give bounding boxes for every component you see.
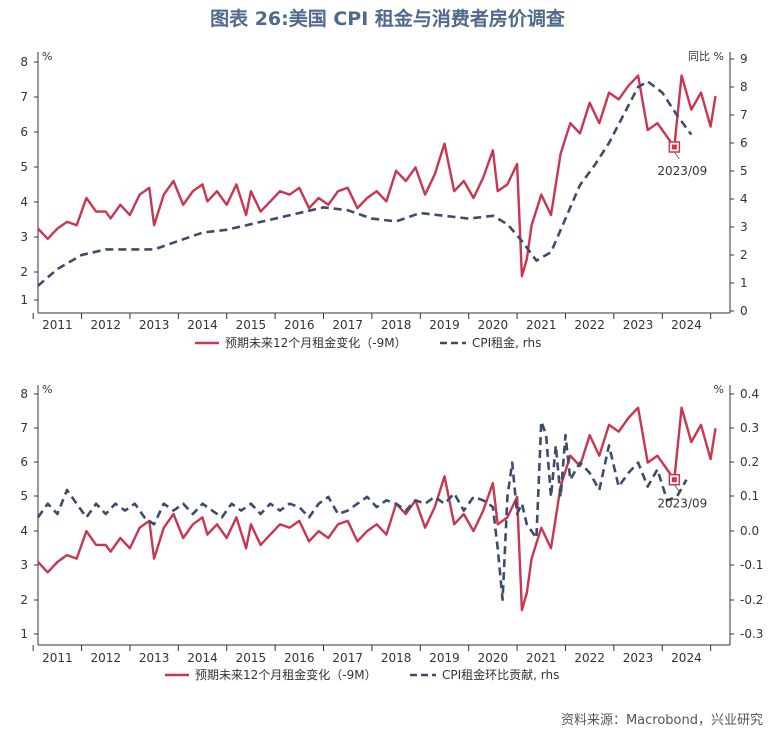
figure-title: 图表 26:美国 CPI 租金与消费者房价调查 xyxy=(210,8,565,30)
right-tick-label: -0.2 xyxy=(740,593,763,607)
source-note: 资料来源：Macrobond，兴业研究 xyxy=(560,713,763,728)
left-tick-label: 6 xyxy=(20,125,28,139)
x-tick-label: 2021 xyxy=(526,318,557,332)
x-tick-label: 2015 xyxy=(236,318,267,332)
x-tick-label: 2012 xyxy=(90,651,121,665)
right-tick-label: 9 xyxy=(740,52,748,66)
left-tick-label: 8 xyxy=(20,387,28,401)
left-tick-label: 6 xyxy=(20,455,28,469)
right-tick-label: 5 xyxy=(740,164,748,178)
left-tick-label: 3 xyxy=(20,558,28,572)
x-tick-label: 2022 xyxy=(574,651,605,665)
x-tick-label: 2019 xyxy=(429,318,460,332)
right-tick-label: 0.0 xyxy=(740,524,759,538)
left-tick-label: 2 xyxy=(20,265,28,279)
right-tick-label: 0.3 xyxy=(740,421,759,435)
x-tick-label: 2014 xyxy=(187,651,218,665)
annotation-label: 2023/09 xyxy=(657,164,707,178)
series-line-cpi xyxy=(36,420,688,602)
left-tick-label: 4 xyxy=(20,195,28,209)
x-tick-label: 2022 xyxy=(574,318,605,332)
x-tick-label: 2017 xyxy=(332,318,363,332)
right-tick-label: -0.1 xyxy=(740,558,763,572)
left-tick-label: 5 xyxy=(20,160,28,174)
right-axis-unit: 同比 % xyxy=(688,50,724,63)
series-line-expected-rent xyxy=(37,74,717,278)
x-tick-label: 2020 xyxy=(478,651,509,665)
right-tick-label: 8 xyxy=(740,80,748,94)
x-tick-label: 2012 xyxy=(90,318,121,332)
right-tick-label: 7 xyxy=(740,108,748,122)
x-tick-label: 2013 xyxy=(139,318,170,332)
x-tick-label: 2021 xyxy=(526,651,557,665)
legend-label-cpi: CPI租金环比贡献, rhs xyxy=(442,667,559,682)
legend-label-expected-rent: 预期未来12个月租金变化（-9M） xyxy=(225,335,407,350)
right-tick-label: 0 xyxy=(740,304,748,318)
annotation-leader xyxy=(673,151,680,160)
left-axis-unit: % xyxy=(42,50,52,63)
x-tick-label: 2018 xyxy=(381,318,412,332)
x-tick-label: 2016 xyxy=(284,651,315,665)
left-tick-label: 1 xyxy=(20,293,28,307)
left-tick-label: 7 xyxy=(20,421,28,435)
x-tick-label: 2023 xyxy=(623,318,654,332)
series-line-cpi xyxy=(37,80,693,287)
annotation-marker-dot xyxy=(671,144,677,150)
left-tick-label: 3 xyxy=(20,230,28,244)
right-tick-label: 0.2 xyxy=(740,455,759,469)
right-tick-label: 6 xyxy=(740,136,748,150)
chart-panel-1 xyxy=(32,52,734,319)
chart-panel-2 xyxy=(32,385,734,651)
legend-label-cpi: CPI租金, rhs xyxy=(472,335,541,350)
left-tick-label: 7 xyxy=(20,90,28,104)
x-tick-label: 2014 xyxy=(187,318,218,332)
x-tick-label: 2013 xyxy=(139,651,170,665)
right-tick-label: -0.3 xyxy=(740,627,763,641)
left-tick-label: 5 xyxy=(20,489,28,503)
x-tick-label: 2018 xyxy=(381,651,412,665)
x-tick-label: 2019 xyxy=(429,651,460,665)
x-tick-label: 2024 xyxy=(671,651,702,665)
x-tick-label: 2016 xyxy=(284,318,315,332)
x-tick-label: 2011 xyxy=(42,318,73,332)
annotation-marker-dot xyxy=(671,477,677,483)
x-tick-label: 2020 xyxy=(478,318,509,332)
left-tick-label: 4 xyxy=(20,524,28,538)
x-tick-label: 2015 xyxy=(236,651,267,665)
annotation-label: 2023/09 xyxy=(657,497,707,511)
right-tick-label: 2 xyxy=(740,248,748,262)
right-tick-label: 0.4 xyxy=(740,387,759,401)
x-tick-label: 2011 xyxy=(42,651,73,665)
left-tick-label: 1 xyxy=(20,627,28,641)
right-tick-label: 3 xyxy=(740,220,748,234)
x-tick-label: 2024 xyxy=(671,318,702,332)
right-tick-label: 1 xyxy=(740,276,748,290)
right-axis-unit: % xyxy=(714,383,724,396)
left-tick-label: 8 xyxy=(20,55,28,69)
right-tick-label: 4 xyxy=(740,192,748,206)
legend-label-expected-rent: 预期未来12个月租金变化（-9M） xyxy=(195,667,377,682)
left-axis-unit: % xyxy=(42,383,52,396)
annotation-leader xyxy=(673,484,680,493)
x-tick-label: 2023 xyxy=(623,651,654,665)
series-line-expected-rent xyxy=(37,406,717,612)
left-tick-label: 2 xyxy=(20,593,28,607)
x-tick-label: 2017 xyxy=(332,651,363,665)
right-tick-label: 0.1 xyxy=(740,489,759,503)
